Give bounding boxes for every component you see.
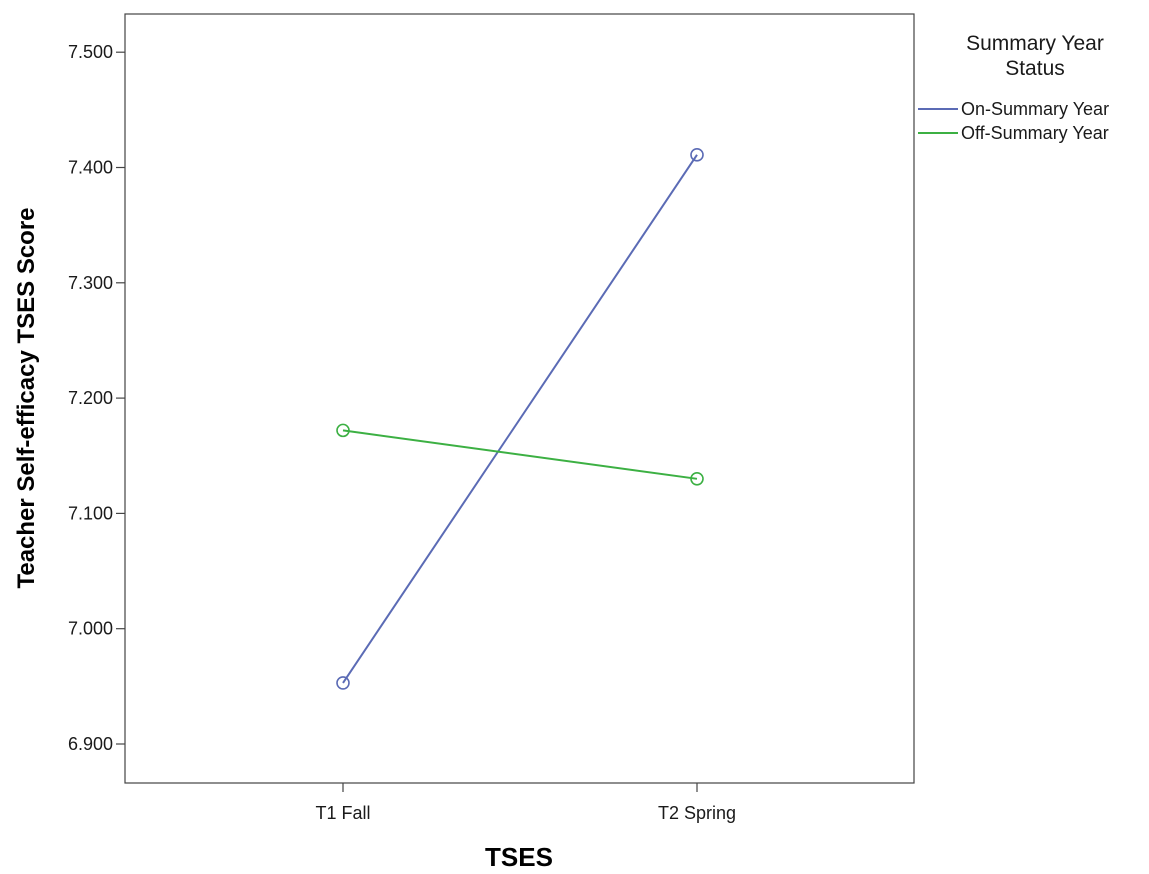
legend-title-line1: Summary Year xyxy=(966,32,1104,55)
y-tick-label: 6.900 xyxy=(68,734,113,754)
x-axis: T1 Fall T2 Spring xyxy=(315,783,736,823)
legend: Summary Year Status On-Summary Year Off-S… xyxy=(918,32,1109,143)
y-tick-label: 7.200 xyxy=(68,388,113,408)
legend-label: On-Summary Year xyxy=(961,99,1109,119)
series-line-1 xyxy=(342,429,698,480)
series-line-0 xyxy=(342,154,698,684)
y-tick-label: 7.000 xyxy=(68,619,113,639)
legend-items: On-Summary Year Off-Summary Year xyxy=(918,99,1109,143)
legend-label: Off-Summary Year xyxy=(961,123,1109,143)
data-point xyxy=(336,423,350,438)
legend-title-line2: Status xyxy=(1005,57,1065,80)
x-tick-label: T2 Spring xyxy=(658,803,736,823)
data-point xyxy=(690,472,704,486)
data-point xyxy=(690,148,704,162)
data-point xyxy=(336,676,350,690)
y-tick-label: 7.500 xyxy=(68,42,113,62)
y-axis: 6.900 7.000 7.100 7.200 7.300 7.400 7.500 xyxy=(68,42,125,754)
y-tick-label: 7.400 xyxy=(68,158,113,178)
y-axis-title: Teacher Self-efficacy TSES Score xyxy=(13,207,40,588)
x-tick-label: T1 Fall xyxy=(315,803,370,823)
series-layer xyxy=(336,148,704,690)
x-axis-title: TSES xyxy=(485,842,553,872)
plot-area-frame xyxy=(124,13,915,784)
y-tick-label: 7.100 xyxy=(68,503,113,523)
y-tick-label: 7.300 xyxy=(68,273,113,293)
